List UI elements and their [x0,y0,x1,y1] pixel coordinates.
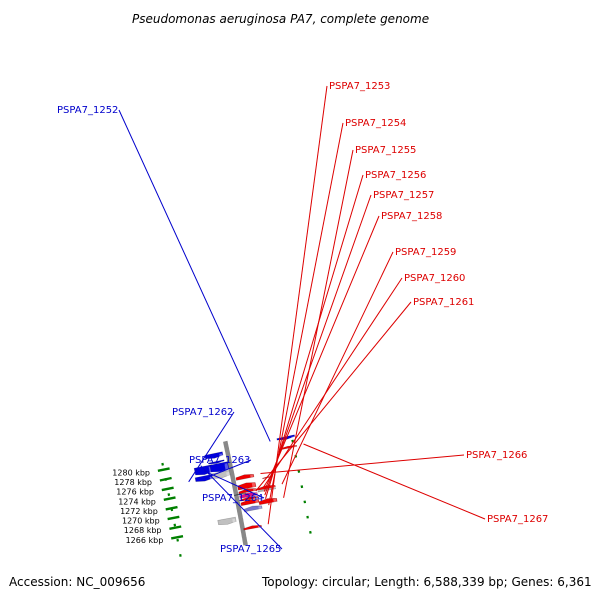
tick-label: 1274 kbp [118,497,156,506]
gene-highlight [232,518,236,524]
tick-mark [159,476,172,482]
gene-label-leader [268,122,344,506]
genes-group [193,434,298,531]
tick-mark [161,486,174,492]
tick-mark [165,505,178,511]
gene-highlight [219,453,223,457]
tick-guide-inner [159,454,182,557]
gene-label: PSPA7_1256 [365,170,426,181]
tick-label: 1266 kbp [126,536,164,545]
gene-label: PSPA7_1262 [172,407,233,418]
gene-label: PSPA7_1259 [395,247,456,258]
gene-label: PSPA7_1253 [329,81,390,92]
tick-mark [167,515,180,521]
topology-text: Topology: circular; Length: 6,588,339 bp… [262,575,592,589]
gene-label: PSPA7_1267 [487,514,548,525]
tick-mark [169,525,182,530]
gene-label: PSPA7_1252 [57,105,118,116]
gene-highlight [273,498,277,503]
gene-label-leader [265,174,364,499]
gene-label-leader [203,470,265,499]
gene-label-leader [281,251,394,485]
gene-label-leader [260,454,465,474]
gene-label: PSPA7_1260 [404,273,465,284]
gene-highlight [226,471,230,477]
gene-label-leader [264,194,372,496]
gene-label: PSPA7_1266 [466,450,527,461]
tick-label: 1278 kbp [114,478,152,487]
gene-label: PSPA7_1257 [373,190,434,201]
gene-arrow [217,516,237,526]
gene-label-leader [200,465,283,550]
gene-label: PSPA7_1261 [413,297,474,308]
gene-label-leader [255,301,412,492]
gene-arrow [243,524,262,531]
genome-backbone [223,440,248,546]
gene-label-leader [267,85,328,525]
accession-text: Accession: NC_009656 [9,575,146,589]
gene-arrow [240,499,260,507]
tick-label: 1276 kbp [116,488,154,497]
gene-label-leader [303,443,486,520]
gene-labels-group: PSPA7_1253 PSPA7_1254 PSPA7_1255 PSPA7_1256… [57,81,548,555]
tick-mark [163,496,176,501]
tick-guides [159,427,312,557]
tick-label: 1270 kbp [122,517,160,526]
gene-label-leader [262,277,403,488]
tick-label: 1272 kbp [120,507,158,516]
gene-arrow [194,473,214,482]
tick-mark [170,535,184,540]
map-title: Pseudomonas aeruginosa PA7, complete gen… [132,12,429,26]
gene-highlight [224,463,229,471]
gene-label-leader [118,109,271,442]
gene-arrow [207,459,225,465]
gene-label: PSPA7_1255 [355,145,416,156]
gene-arrow [233,492,247,497]
gene-highlight [251,482,256,488]
tick-label: 1280 kbp [112,469,150,478]
genome-backbone-group [223,440,248,546]
tick-label: 1268 kbp [124,526,162,535]
gene-highlight [250,474,254,478]
gene-label: PSPA7_1258 [381,211,442,222]
gene-label-leader [188,411,235,483]
gene-label: PSPA7_1265 [220,544,281,555]
gene-label: PSPA7_1263 [189,455,250,466]
gene-label-leader [263,215,380,492]
gene-label: PSPA7_1254 [345,118,406,129]
tick-mark [157,467,170,472]
gene-arrow [204,451,224,460]
gene-arrow [239,496,259,502]
gene-arrow [235,473,255,481]
gene-highlight [255,499,259,503]
